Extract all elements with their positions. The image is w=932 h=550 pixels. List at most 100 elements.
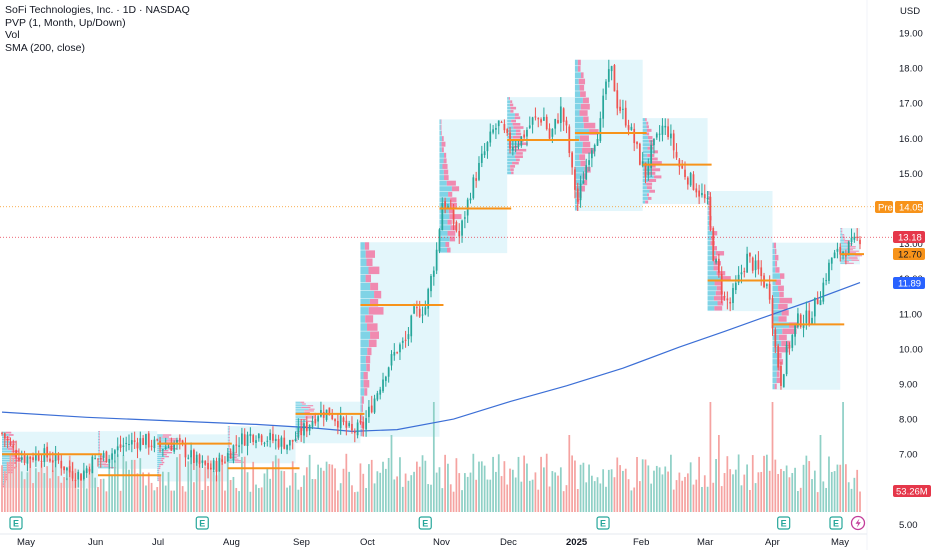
candle-body [630,126,633,130]
candle-body [540,119,542,123]
volume-bar [627,479,630,512]
candle-body [277,438,280,448]
volume-bar [32,483,34,512]
candle-body [585,165,588,180]
profile-bar-down [712,246,718,251]
volume-bar [588,464,590,512]
volume-bar [359,463,362,512]
volume-bar [382,461,384,512]
candle-body [300,428,303,436]
earnings-icon[interactable]: E [9,516,23,530]
profile-bar-down [296,438,298,440]
volume-bar [520,481,523,512]
profile-bar-down [584,166,591,173]
profile-bar-down [511,119,517,123]
profile-bar-up [707,306,715,311]
volume-bar [813,470,816,512]
candle-body [627,125,630,130]
profile-bar-down [716,271,726,276]
profile-bar-down [443,169,449,175]
y-tick-label: 10.00 [899,344,923,355]
profile-bar-down [721,276,731,281]
volume-bar [757,472,760,512]
candle-body [435,249,438,271]
profile-bar-down [365,274,371,283]
candle-body [274,438,277,442]
candle-body [591,150,593,159]
candle-body [500,121,503,123]
candle-body [1,432,3,434]
profile-bar-up [295,403,302,405]
profile-bar-up [507,116,515,120]
legend-title[interactable]: SoFi Technologies, Inc. · 1D · NASDAQ [5,4,190,16]
profile-bar-up [642,146,648,150]
candle-body [345,420,348,428]
volume-bar [672,489,675,512]
x-tick-label: Jun [88,537,103,548]
profile-bar-up [360,242,365,250]
volume-bar [181,486,184,512]
volume-bar [842,402,844,512]
volume-bar [825,487,828,512]
volume-bar [444,454,446,512]
volume-bar [684,476,686,512]
profile-bar-up [360,323,367,331]
legend-sma[interactable]: SMA (200, close) [5,41,85,54]
candle-body [416,307,418,309]
currency-label[interactable]: USD [900,6,920,17]
lightning-icon[interactable] [850,515,866,531]
candle-body [785,344,788,375]
candle-body [221,459,224,462]
candle-body [850,237,853,243]
profile-bar-up [574,135,580,142]
profile-bar-down [361,412,363,420]
profile-bar-up [2,445,10,448]
earnings-icon[interactable]: E [195,516,209,530]
earnings-icon[interactable]: E [596,516,610,530]
volume-bar [819,435,822,512]
volume-bar [91,465,94,512]
volume-bar [156,487,159,512]
earnings-icon[interactable]: E [777,516,791,530]
volume-bar [390,435,393,512]
candle-body [246,434,249,446]
profile-bar-up [772,359,778,365]
profile-bar-down [444,152,447,158]
profile-bar-down [235,461,245,463]
volume-bar [173,490,176,512]
candle-body [689,172,692,186]
candle-body [263,442,266,444]
x-tick-label: Oct [360,537,375,548]
volume-bar [170,490,173,512]
candle-body [396,352,399,354]
profile-bar-down [165,440,182,442]
candle-body [774,329,777,348]
profile-bar-up [2,476,5,478]
candle-body [811,317,813,324]
volume-bar [528,480,531,512]
legend-pvp[interactable]: PVP (1, Month, Up/Down) [5,16,126,29]
candle-body [557,120,559,123]
volume-bar [283,471,286,512]
earnings-icon[interactable]: E [418,516,432,530]
volume-bar [34,468,37,512]
profile-bar-up [772,340,782,347]
profile-bar-up [157,457,162,460]
profile-bar-up [157,465,160,468]
earnings-icon[interactable]: E [829,516,843,530]
profile-bar-down [715,291,723,296]
volume-bar [565,485,568,512]
profile-bar-up [97,443,99,445]
profile-bar-up [439,191,449,197]
profile-bar-up [157,446,169,448]
volume-bar [80,475,82,512]
profile-bar-up [507,171,512,175]
profile-bar-down [842,234,845,236]
profile-bar-down [228,426,230,428]
profile-bar-up [295,415,306,417]
legend-vol[interactable]: Vol [5,29,20,41]
volume-bar [111,475,113,512]
volume-bar [537,489,540,512]
profile-bar-up [227,461,236,463]
